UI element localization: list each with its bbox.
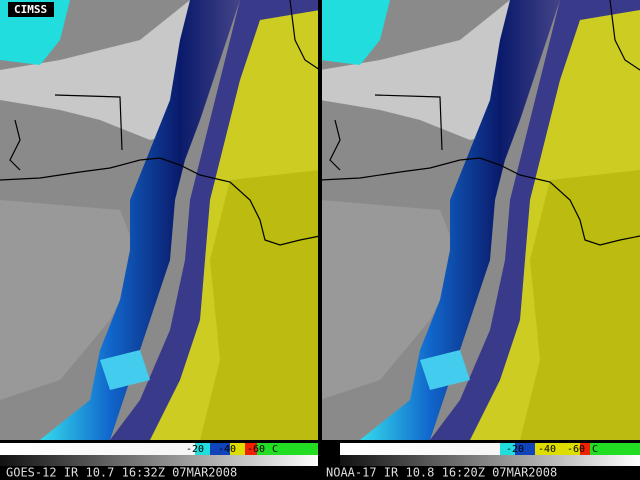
colorbar-bottom (340, 455, 640, 466)
colorbar-label: -20 (186, 444, 204, 455)
logo: CIMSS (14, 3, 47, 16)
colorbar-bottom (0, 455, 320, 466)
panel-right: -20 -40 -60 C NOAA-17 IR 10.8 16:20Z 07M… (319, 0, 640, 480)
colorbar-unit: C (272, 444, 278, 455)
colorbar-label: -60 (567, 444, 585, 455)
colorbar-label: -40 (218, 444, 236, 455)
caption: NOAA-17 IR 10.8 16:20Z 07MAR2008 (326, 466, 557, 480)
colorbar-label: -40 (538, 444, 556, 455)
caption: GOES-12 IR 10.7 16:32Z 07MAR2008 (6, 466, 237, 480)
colorbar-unit: C (592, 444, 598, 455)
satellite-image (319, 0, 640, 441)
divider (318, 0, 322, 480)
satellite-image (0, 0, 321, 441)
colorbar-label: -20 (506, 444, 524, 455)
panel-left: -20 -40 -60 C GOES-12 IR 10.7 16:32Z 07M… (0, 0, 321, 480)
logo-box (8, 2, 54, 17)
colorbar-label: -60 (247, 444, 265, 455)
